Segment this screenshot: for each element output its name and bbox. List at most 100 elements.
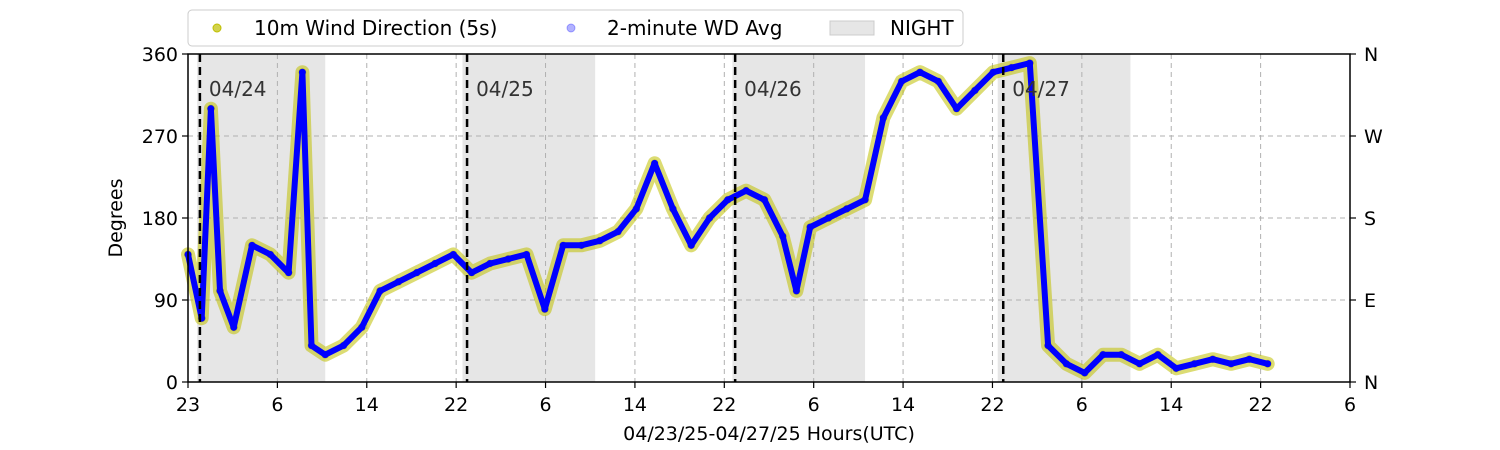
point-wd-avg-4	[230, 323, 238, 331]
xtick-label-7: 6	[808, 394, 820, 416]
point-wd-avg-41	[879, 114, 887, 122]
y-axis-title: Degrees	[105, 178, 127, 257]
ytick-label-0: 0	[166, 372, 178, 394]
point-wd-avg-29	[669, 205, 677, 213]
legend-marker-wind-5s	[212, 23, 222, 33]
ytick-label-2: 180	[142, 208, 178, 230]
point-wd-avg-50	[1044, 342, 1052, 350]
night-band-1	[462, 54, 596, 382]
point-wd-avg-46	[971, 86, 979, 94]
y2-axis-ticks: N E S W N	[1350, 44, 1383, 394]
point-wd-avg-13	[376, 287, 384, 295]
point-wd-avg-27	[632, 205, 640, 213]
y2tick-label-0: N	[1364, 372, 1378, 394]
point-wd-avg-44	[934, 77, 942, 85]
point-wd-avg-12	[358, 323, 366, 331]
point-wd-avg-45	[953, 105, 961, 113]
point-wd-avg-20	[504, 255, 512, 263]
series-layer	[181, 56, 1275, 380]
xtick-label-8: 14	[891, 394, 915, 416]
point-wd-avg-49	[1026, 59, 1034, 67]
point-wd-avg-32	[724, 196, 732, 204]
point-wd-avg-6	[266, 250, 274, 258]
point-wd-avg-55	[1136, 360, 1144, 368]
point-wd-avg-62	[1264, 360, 1272, 368]
xtick-label-10: 6	[1076, 394, 1088, 416]
point-wd-avg-10	[321, 351, 329, 359]
point-wd-avg-33	[742, 187, 750, 195]
y2tick-label-2: S	[1364, 208, 1376, 230]
y-axis-ticks: 0 90 180 270 360	[142, 44, 188, 394]
point-wd-avg-9	[308, 342, 316, 350]
point-wd-avg-57	[1172, 364, 1180, 372]
point-wd-avg-34	[760, 196, 768, 204]
point-wd-avg-26	[614, 228, 622, 236]
point-wd-avg-54	[1117, 351, 1125, 359]
point-wd-avg-28	[651, 159, 659, 167]
legend-label-wind-5s: 10m Wind Direction (5s)	[254, 16, 497, 40]
point-wd-avg-24	[577, 241, 585, 249]
point-wd-avg-51	[1062, 360, 1070, 368]
xtick-label-3: 22	[444, 394, 468, 416]
x-axis-title: 04/23/25-04/27/25 Hours(UTC)	[623, 423, 915, 445]
legend: 10m Wind Direction (5s) 2-minute WD Avg …	[187, 9, 964, 47]
ytick-label-3: 270	[142, 126, 178, 148]
point-wd-avg-14	[394, 278, 402, 286]
point-wd-avg-48	[1007, 64, 1015, 72]
y2tick-label-4: N	[1364, 44, 1378, 66]
xtick-label-12: 22	[1249, 394, 1273, 416]
point-wd-avg-39	[843, 205, 851, 213]
point-wd-avg-35	[779, 232, 787, 240]
legend-marker-wd-avg	[566, 23, 576, 33]
point-wd-avg-5	[248, 241, 256, 249]
day-label-2: 04/26	[744, 77, 802, 101]
point-wd-avg-18	[468, 269, 476, 277]
day-label-3: 04/27	[1012, 77, 1070, 101]
point-wd-avg-43	[916, 68, 924, 76]
point-wd-avg-42	[898, 77, 906, 85]
point-wd-avg-8	[298, 68, 306, 76]
point-wd-avg-56	[1154, 351, 1162, 359]
xtick-label-5: 14	[623, 394, 647, 416]
legend-label-night: NIGHT	[890, 16, 954, 40]
series-1	[184, 59, 1272, 377]
point-wd-avg-53	[1099, 351, 1107, 359]
day-label-0: 04/24	[209, 77, 267, 101]
day-label-1: 04/25	[476, 77, 534, 101]
xtick-label-13: 6	[1344, 394, 1356, 416]
point-wd-avg-7	[285, 269, 293, 277]
point-wd-avg-58	[1190, 360, 1198, 368]
point-wd-avg-59	[1209, 355, 1217, 363]
point-wd-avg-31	[706, 214, 714, 222]
day-marker-layer: 04/24 04/25 04/26 04/27	[198, 54, 1070, 382]
point-wd-avg-37	[806, 223, 814, 231]
legend-box	[187, 9, 964, 47]
xtick-label-6: 22	[712, 394, 736, 416]
point-wd-avg-15	[413, 269, 421, 277]
xtick-label-2: 14	[355, 394, 379, 416]
legend-patch-night	[829, 20, 875, 36]
point-wd-avg-60	[1227, 360, 1235, 368]
point-wd-avg-47	[989, 68, 997, 76]
xtick-label-9: 22	[980, 394, 1004, 416]
point-wd-avg-16	[431, 260, 439, 268]
ytick-label-4: 360	[142, 44, 178, 66]
x-axis-ticks: 23 6 14 22 6 14 22 6 14 22 6 14 22 6	[176, 382, 1356, 416]
point-wd-avg-61	[1245, 355, 1253, 363]
point-wd-avg-38	[824, 214, 832, 222]
y2tick-label-3: W	[1364, 126, 1383, 148]
point-wd-avg-3	[216, 287, 224, 295]
xtick-label-0: 23	[176, 394, 200, 416]
ytick-label-1: 90	[154, 290, 178, 312]
legend-label-wd-avg: 2-minute WD Avg	[607, 16, 782, 40]
point-wd-avg-19	[486, 260, 494, 268]
point-wd-avg-21	[523, 250, 531, 258]
point-wd-avg-36	[792, 287, 800, 295]
point-wd-avg-52	[1081, 369, 1089, 377]
point-wd-avg-40	[861, 196, 869, 204]
point-wd-avg-23	[559, 241, 567, 249]
point-wd-avg-22	[541, 305, 549, 313]
point-wd-avg-30	[687, 241, 695, 249]
y2tick-label-1: E	[1364, 290, 1376, 312]
